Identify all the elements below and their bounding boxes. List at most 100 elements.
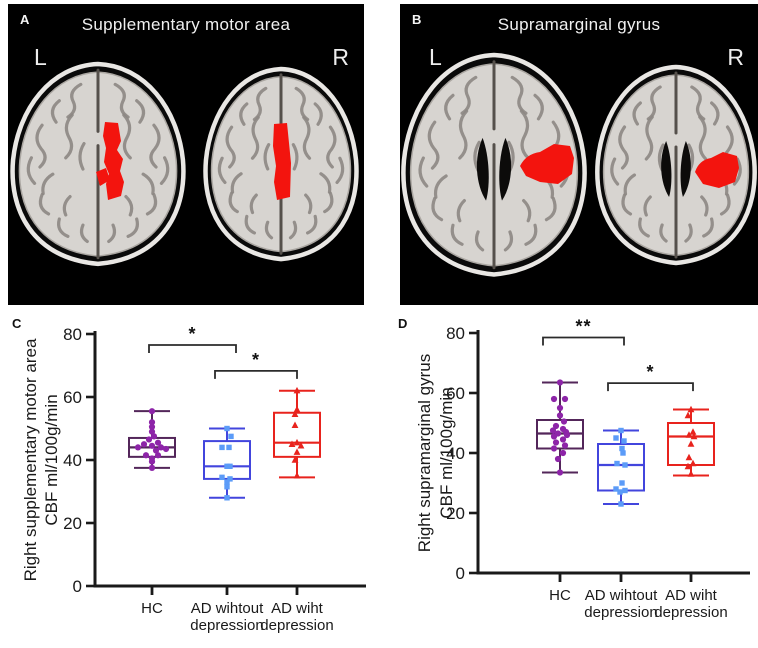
data-point (226, 444, 232, 451)
brain-slice (206, 69, 357, 259)
x-category-label: AD wiht depression (654, 587, 727, 621)
data-point (224, 484, 230, 490)
significance-bracket (542, 336, 625, 346)
right-hemisphere-label: R (332, 44, 349, 70)
data-point (556, 379, 564, 386)
data-point (148, 419, 156, 426)
data-point (622, 487, 628, 494)
data-point (685, 431, 693, 438)
data-point (134, 444, 142, 451)
y-axis-label: CBF ml/100g/min (437, 387, 456, 518)
data-point (219, 444, 225, 451)
box-series-3 (667, 405, 715, 477)
significance-label: ** (575, 317, 591, 337)
y-tick-label: 80 (63, 325, 82, 344)
data-point (297, 442, 305, 449)
y-tick-label: 0 (456, 564, 465, 583)
x-category-label: AD wihtout depression (190, 600, 264, 634)
data-point (556, 404, 564, 412)
y-tick-label: 80 (446, 324, 465, 343)
data-point (561, 395, 569, 403)
y-tick-label: 20 (446, 504, 465, 523)
significance-label: * (252, 350, 260, 370)
data-point (621, 438, 627, 444)
x-category-label: HC (141, 600, 163, 617)
data-point (142, 452, 150, 459)
data-point (148, 408, 156, 415)
panel-b: B Supramarginal gyrus L R (400, 4, 758, 305)
data-point (684, 462, 692, 470)
significance-bracket (148, 344, 237, 354)
data-point (618, 427, 624, 434)
data-point (549, 427, 557, 434)
roi-highlight (695, 152, 739, 188)
data-point (689, 459, 697, 467)
box-series-2 (597, 427, 645, 507)
data-point (619, 480, 625, 486)
y-tick-label: 40 (63, 451, 82, 470)
data-point (219, 474, 225, 481)
panel-b-title: Supramarginal gyrus (497, 15, 661, 34)
data-point (224, 495, 230, 501)
data-point (687, 405, 695, 413)
data-point (162, 445, 170, 453)
data-point (620, 450, 626, 456)
data-point (563, 431, 571, 439)
x-category-label: AD wihtout depression (584, 587, 658, 621)
data-point (690, 432, 698, 440)
panel-b-letter: B (412, 12, 422, 27)
brain-slice (403, 55, 584, 275)
box-series-3 (273, 386, 321, 479)
data-point (687, 470, 695, 477)
data-point (684, 411, 692, 419)
y-axis-label: Right supramarginal gyrus (415, 354, 434, 552)
data-point (228, 433, 234, 440)
panel-a-title: Supplementary motor area (81, 15, 291, 34)
data-point (227, 476, 233, 482)
brain-mri-axial-slices (400, 4, 758, 305)
significance-label: * (188, 324, 196, 344)
data-point (293, 448, 301, 455)
y-tick-label: 20 (63, 514, 82, 533)
panel-a: A Supplementary motor area L R (8, 4, 364, 305)
data-point (614, 460, 620, 467)
data-point (550, 395, 558, 403)
data-point (224, 463, 230, 469)
y-axis-label: Right supplementary motor area (21, 338, 40, 581)
data-point (148, 458, 156, 465)
data-point (561, 442, 569, 449)
data-point (552, 422, 560, 430)
data-point (150, 433, 158, 440)
data-point (148, 442, 156, 449)
left-hemisphere-label: L (34, 44, 47, 70)
significance-bracket (607, 382, 694, 392)
boxplot-supplementary-motor-area: 0 20 40 60 80 Right supplementary motor area C… (21, 324, 366, 634)
data-point (550, 433, 558, 440)
brain-mri-axial-slices (8, 4, 364, 305)
data-point (559, 449, 567, 457)
data-point (140, 441, 148, 448)
panel-a-letter: A (20, 12, 30, 27)
data-point (560, 418, 568, 425)
data-point (613, 435, 619, 441)
box-series-1 (128, 408, 176, 471)
data-point (293, 471, 301, 479)
data-point (291, 410, 299, 418)
data-point (293, 386, 301, 394)
data-point (293, 438, 301, 446)
data-point (148, 423, 156, 431)
data-point (617, 489, 623, 495)
significance-label: * (646, 362, 654, 382)
brain-slice (13, 64, 184, 264)
x-category-label: AD wiht depression (260, 600, 333, 634)
y-axis-label: CBF ml/100g/min (42, 394, 61, 525)
right-hemisphere-label: R (727, 44, 744, 70)
data-point (550, 445, 558, 452)
data-point (554, 455, 562, 463)
panel-d-letter: D (398, 316, 408, 331)
data-point (291, 456, 299, 463)
data-point (154, 452, 162, 459)
data-point (148, 464, 156, 471)
roi-highlight (96, 168, 110, 186)
